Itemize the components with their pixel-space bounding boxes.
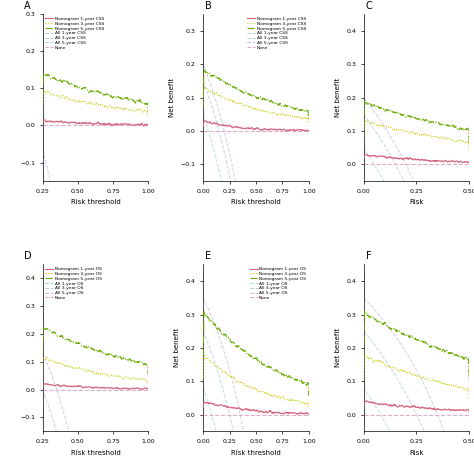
Legend: Nomogram 1-year OS, Nomogram 3-year OS, Nomogram 5-year OS, All 1-year OS, All 3: Nomogram 1-year OS, Nomogram 3-year OS, … bbox=[45, 267, 102, 301]
Legend: Nomogram 1-year CSS, Nomogram 3-year CSS, Nomogram 5-year CSS, All 1-year CSS, A: Nomogram 1-year CSS, Nomogram 3-year CSS… bbox=[45, 17, 104, 50]
X-axis label: Risk threshold: Risk threshold bbox=[231, 199, 281, 205]
Text: B: B bbox=[205, 1, 212, 11]
X-axis label: Risk threshold: Risk threshold bbox=[71, 199, 120, 205]
Y-axis label: Net benefit: Net benefit bbox=[174, 328, 180, 367]
Text: A: A bbox=[24, 1, 30, 11]
X-axis label: Risk: Risk bbox=[409, 449, 424, 456]
Text: E: E bbox=[205, 251, 211, 261]
Legend: Nomogram 1-year CSS, Nomogram 3-year CSS, Nomogram 5-year CSS, All 1-year CSS, A: Nomogram 1-year CSS, Nomogram 3-year CSS… bbox=[247, 17, 307, 50]
Legend: Nomogram 1-year OS, Nomogram 3-year OS, Nomogram 5-year OS, All 1-year OS, All 3: Nomogram 1-year OS, Nomogram 3-year OS, … bbox=[249, 267, 307, 301]
X-axis label: Risk: Risk bbox=[409, 199, 424, 205]
Text: F: F bbox=[366, 251, 372, 261]
Text: D: D bbox=[24, 251, 31, 261]
X-axis label: Risk threshold: Risk threshold bbox=[71, 449, 120, 456]
Text: C: C bbox=[366, 1, 373, 11]
Y-axis label: Net benefit: Net benefit bbox=[335, 328, 341, 367]
X-axis label: Risk threshold: Risk threshold bbox=[231, 449, 281, 456]
Y-axis label: Net benefit: Net benefit bbox=[335, 78, 341, 117]
Y-axis label: Net benefit: Net benefit bbox=[169, 78, 175, 117]
